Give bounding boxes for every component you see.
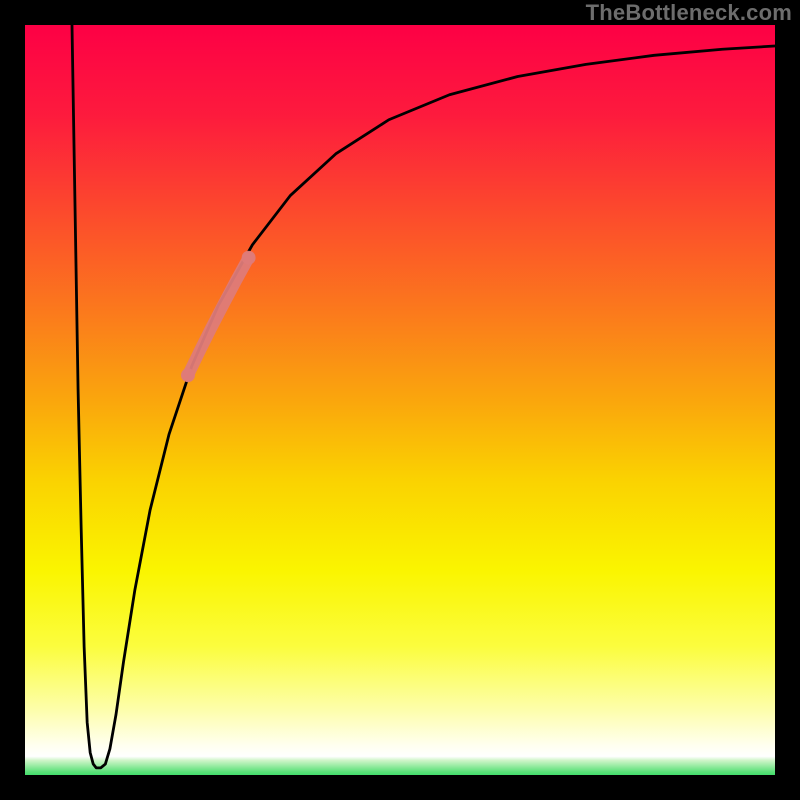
chart-background <box>25 25 783 783</box>
bottleneck-chart <box>0 0 800 800</box>
chart-container: TheBottleneck.com <box>0 0 800 800</box>
